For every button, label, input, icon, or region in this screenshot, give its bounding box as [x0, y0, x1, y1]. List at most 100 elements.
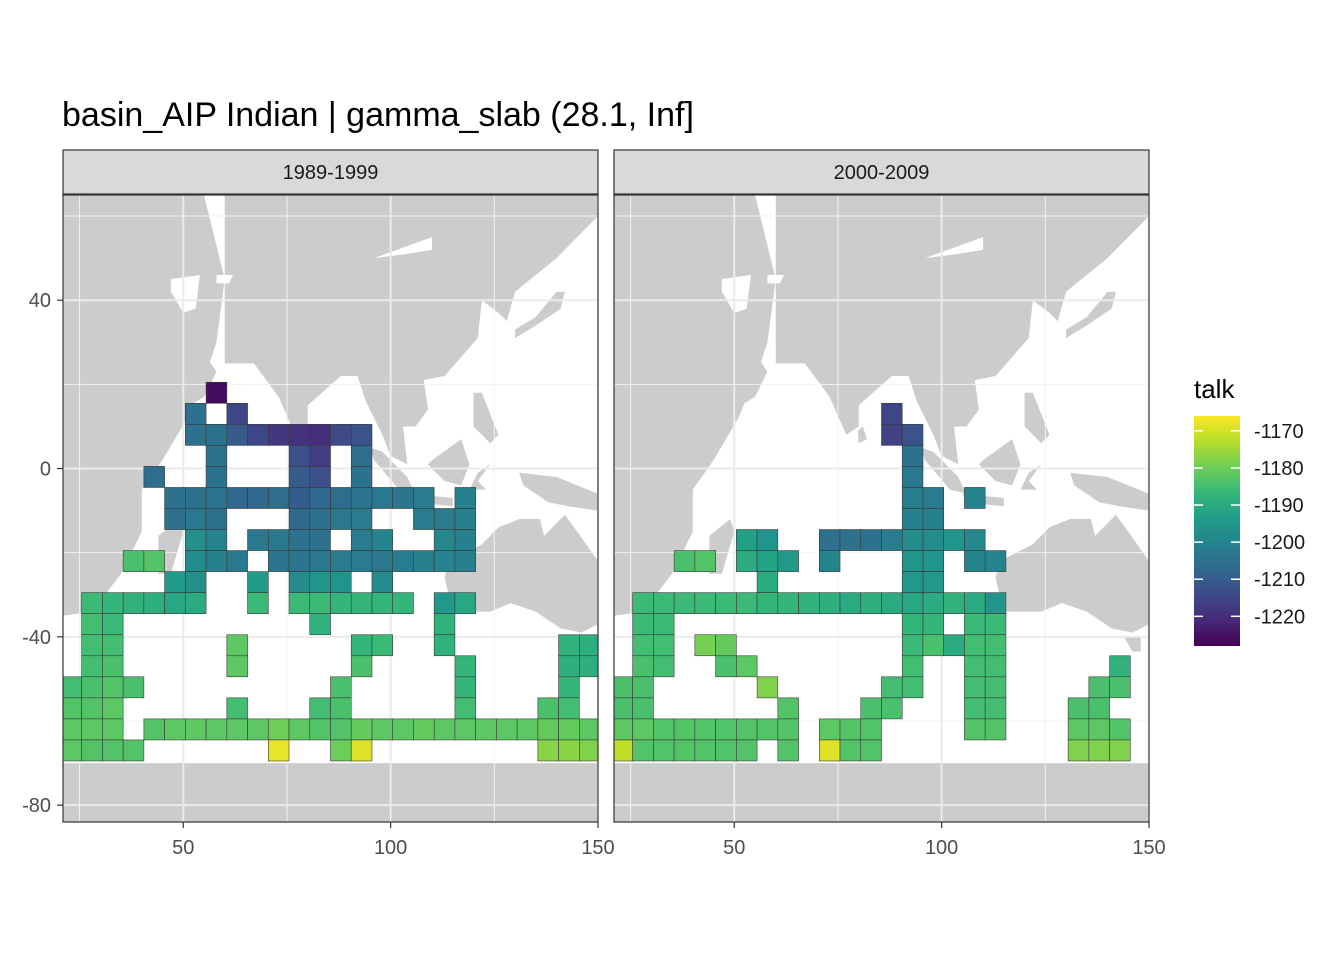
panel-border-1 [62, 194, 599, 823]
x-axis-1: 50 100 150 [172, 822, 615, 859]
legend-colorbar [1194, 416, 1240, 646]
heatmap-cell [185, 592, 207, 615]
heatmap-cell [673, 550, 696, 572]
heatmap-cell [901, 634, 924, 657]
heatmap-cell [984, 613, 1007, 636]
heatmap-cell [350, 718, 373, 741]
heatmap-cell [1088, 718, 1110, 741]
heatmap-cell [881, 424, 903, 446]
heatmap-cell [922, 487, 945, 509]
heatmap-cell [226, 718, 248, 741]
heatmap-cell [350, 445, 373, 467]
heatmap-cell [1067, 739, 1090, 762]
heatmap-cell [350, 634, 373, 657]
land-shape [857, 426, 867, 444]
inland-water-shape [925, 237, 984, 259]
heatmap-cell [247, 529, 269, 551]
heatmap-cell [81, 739, 103, 762]
y-axis: 40 0 -40 -80 [22, 290, 63, 817]
legend-ticks: -1170 -1180 -1190 -1200 -1210 -1220 [1194, 421, 1305, 628]
legend-tick-label: -1220 [1254, 606, 1305, 628]
heatmap-cell [1109, 676, 1131, 699]
land-shape [427, 439, 470, 486]
facet-panel-2000-2009: 2000-2009 50 100 150 [613, 149, 1166, 859]
heatmap-cell [330, 676, 352, 699]
heatmap-cell [122, 739, 145, 762]
heatmap-cell [205, 487, 228, 509]
heatmap-cell [579, 655, 598, 678]
heatmap-cell [798, 592, 820, 615]
heatmap-cell [881, 402, 903, 425]
land-shape [1024, 392, 1050, 444]
heatmap-cell [454, 592, 476, 615]
heatmap-cell [102, 676, 124, 699]
land-shape [995, 514, 1149, 633]
land-shape [369, 447, 416, 494]
heatmap-cell [122, 592, 145, 615]
heatmap-cell [984, 718, 1007, 741]
heatmap-cell [579, 634, 598, 657]
heatmap-cell [288, 508, 311, 530]
heatmap-cell [777, 550, 799, 572]
heatmap-cell [964, 676, 986, 699]
heatmap-cell [901, 508, 924, 530]
heatmap-cell [205, 445, 228, 467]
heatmap-cell [102, 697, 124, 720]
heatmap-cell [756, 571, 779, 593]
land-shape [125, 333, 217, 414]
heatmap-cell [777, 718, 799, 741]
heatmap-cell [185, 402, 207, 425]
heatmap-cell [901, 571, 924, 593]
land-shape [469, 464, 491, 490]
inland-water-shape [721, 274, 751, 313]
heatmap-cell [736, 529, 758, 551]
heatmap-cell [392, 592, 414, 615]
heatmap-cell [694, 592, 716, 615]
heatmap-cell [309, 718, 331, 741]
heatmap-cell [632, 718, 654, 741]
heatmap-cell [102, 592, 124, 615]
data-cells-1 [63, 381, 598, 762]
heatmap-cell [715, 634, 737, 657]
heatmap-cell [614, 676, 633, 699]
heatmap-cell [922, 592, 945, 615]
heatmap-cell [694, 718, 716, 741]
heatmap-cell [371, 634, 394, 657]
inland-water-shape [216, 274, 234, 284]
heatmap-cell [288, 571, 311, 593]
heatmap-cell [454, 676, 476, 699]
inland-water-shape [767, 274, 785, 284]
heatmap-cell [413, 487, 435, 509]
heatmap-cell [185, 718, 207, 741]
heatmap-cell [454, 550, 476, 572]
heatmap-cell [330, 592, 352, 615]
heatmap-cell [922, 508, 945, 530]
heatmap-cell [309, 550, 331, 572]
heatmap-cell [673, 739, 696, 762]
heatmap-cell [736, 655, 758, 678]
legend: talk -1170 -1180 -1190 -1200 -1210 -1220 [1194, 374, 1305, 646]
facet-strip-1 [62, 149, 599, 195]
heatmap-cell [715, 739, 737, 762]
heatmap-cell [653, 718, 675, 741]
heatmap-cell [736, 718, 758, 741]
heatmap-cell [964, 718, 986, 741]
heatmap-cell [984, 592, 1007, 615]
heatmap-cell [839, 592, 862, 615]
heatmap-cell [330, 718, 352, 741]
heatmap-cell [454, 487, 476, 509]
panel-border-2 [613, 194, 1150, 823]
heatmap-cell [63, 739, 82, 762]
heatmap-cell [558, 718, 580, 741]
heatmap-cell [454, 508, 476, 530]
heatmap-cell [81, 655, 103, 678]
heatmap-cell [756, 676, 779, 699]
heatmap-cell [247, 487, 269, 509]
heatmap-cell [205, 381, 228, 404]
heatmap-cell [901, 424, 924, 446]
heatmap-cell [63, 697, 82, 720]
heatmap-cell [881, 676, 903, 699]
heatmap-cell [288, 445, 311, 467]
heatmap-cell [1067, 718, 1090, 741]
